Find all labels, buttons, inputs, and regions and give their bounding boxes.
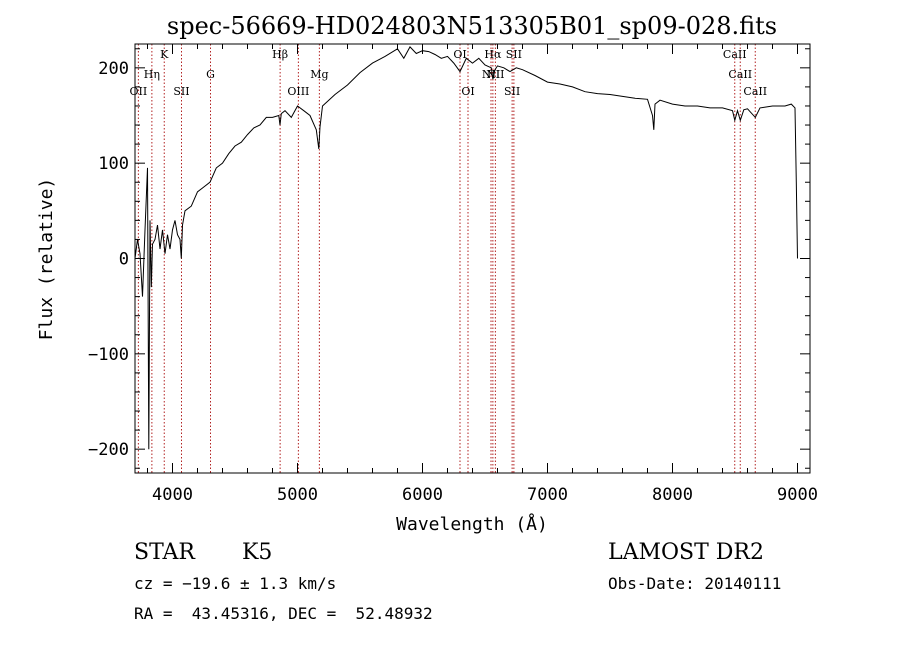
x-tick-label: 7000: [527, 485, 568, 505]
spectral-line-label: NII: [482, 68, 500, 81]
y-tick-label: −200: [88, 440, 129, 460]
x-tick-label: 4000: [152, 485, 193, 505]
spectral-line-label: SII: [173, 85, 189, 98]
spectral-line-label: Hα: [484, 48, 502, 61]
axes-layer: 4000 5000 6000 7000 8000 9000 −200 −100 0 100 200: [88, 44, 818, 505]
spectral-line-label: SII: [504, 85, 520, 98]
coordinates-text: RA = 43.45316, DEC = 52.48932: [134, 604, 433, 623]
survey-name: LAMOST DR2: [608, 540, 764, 565]
spectral-line-label: NII: [486, 68, 504, 81]
redshift-text: cz = −19.6 ± 1.3 km/s: [134, 574, 337, 593]
spectral-line-label: Hη: [144, 68, 160, 81]
x-tick-label: 6000: [402, 485, 443, 505]
x-tick-label: 8000: [652, 485, 693, 505]
spectral-line-label: Hβ: [272, 48, 288, 61]
spectral-line-label: CaII: [743, 85, 767, 98]
x-axis-label: Wavelength (Å): [396, 513, 548, 535]
spectral-line-label: OI: [453, 48, 466, 61]
spectral-line-label: K: [160, 48, 169, 61]
y-tick-label: 100: [98, 154, 129, 174]
x-tick-label: 9000: [777, 485, 818, 505]
y-tick-label: −100: [88, 345, 129, 365]
obs-date-text: Obs-Date: 20140111: [608, 574, 782, 593]
spectral-line-label: OI: [461, 85, 474, 98]
spectral-line-label: CaII: [728, 68, 752, 81]
y-axis-label: Flux (relative): [36, 178, 57, 341]
chart-title: spec-56669-HD024803N513305B01_sp09-028.f…: [167, 12, 777, 40]
plot-frame: [134, 43, 811, 474]
y-tick-label: 0: [119, 250, 129, 270]
object-subclass: K5: [242, 540, 273, 565]
spectral-line-label: OII: [130, 85, 148, 98]
spectral-line-label: Mg: [310, 68, 328, 81]
spectral-line-label: SII: [506, 48, 522, 61]
spectral-line-label: OIII: [287, 85, 309, 98]
spectral-line-label: CaII: [723, 48, 747, 61]
spectral-lines-layer: [137, 44, 756, 473]
object-type: STAR: [134, 540, 195, 565]
spectrum-line: [134, 46, 798, 450]
spectral-line-label: G: [206, 68, 215, 81]
y-tick-label: 200: [98, 59, 129, 79]
x-tick-label: 5000: [277, 485, 318, 505]
